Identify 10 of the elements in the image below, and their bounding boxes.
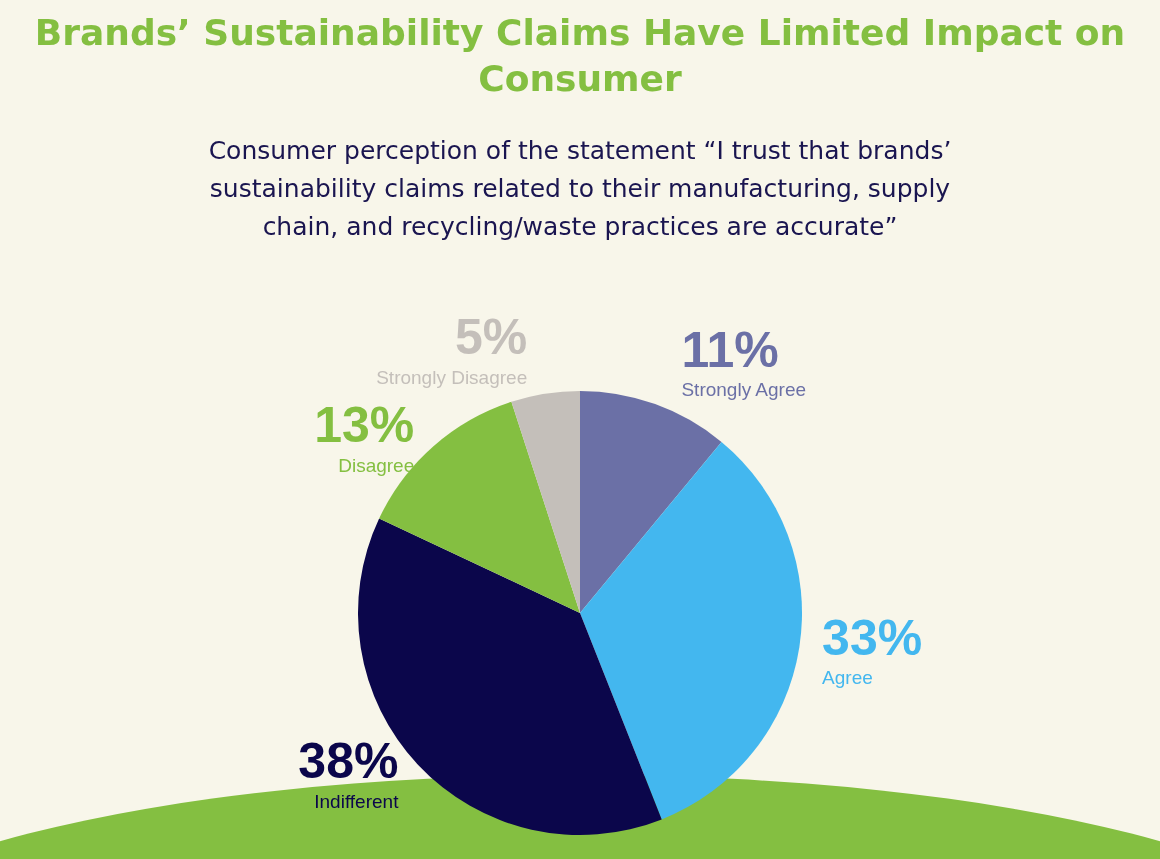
data-label: 38% [298,733,399,790]
chart-subtitle: Consumer perception of the statement “I trust that brands’ sustainability claims related to their manufacturing, supply chain, and recycling/waste practices are accurate” [207,135,953,243]
slice-label: Disagree [338,454,415,476]
data-label: 11% [681,321,779,378]
slice-label: Agree [822,667,873,689]
slice-label: Indifferent [314,790,400,812]
chart-title: Brands’ Sustainability Claims Have Limited Impact on Consumer [33,11,1127,101]
slice-label: Strongly Agree [681,379,807,401]
data-label: 33% [822,609,923,666]
data-label: 13% [314,397,415,454]
